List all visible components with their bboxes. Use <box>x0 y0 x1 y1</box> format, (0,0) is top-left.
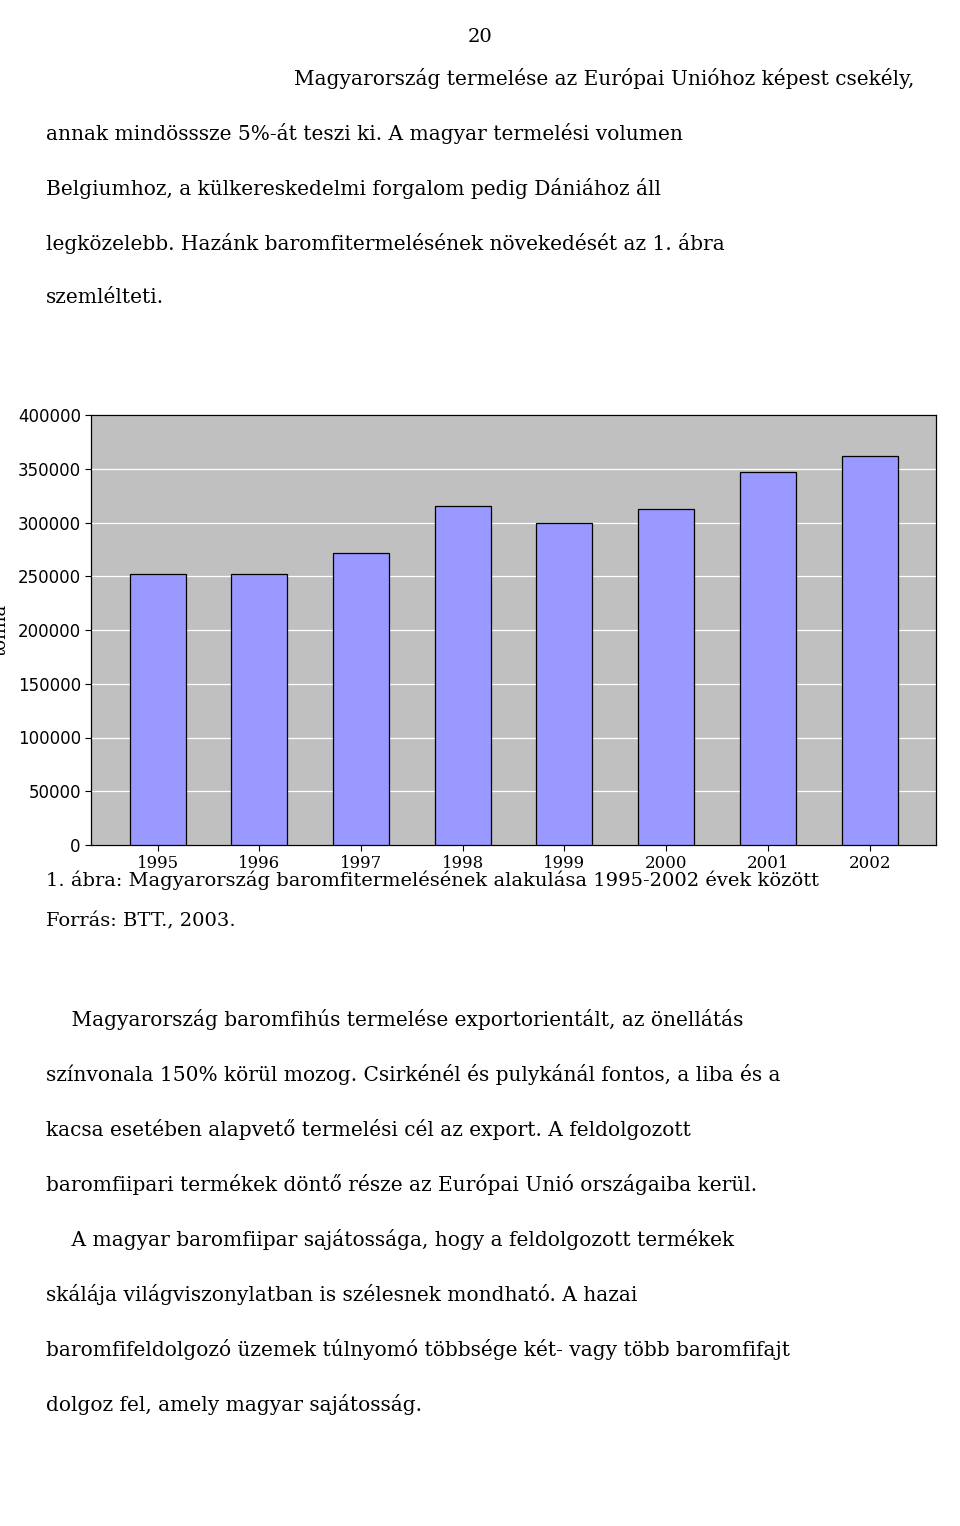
Text: Magyarország termelése az Európai Unióhoz képest csekély,: Magyarország termelése az Európai Unióho… <box>294 69 914 89</box>
Text: kacsa esetében alapvető termelési cél az export. A feldolgozott: kacsa esetében alapvető termelési cél az… <box>46 1119 691 1140</box>
Bar <box>231 574 287 845</box>
Bar <box>740 472 796 845</box>
Bar <box>130 574 185 845</box>
Bar <box>537 522 592 845</box>
Text: 20: 20 <box>468 27 492 46</box>
Bar <box>638 508 694 845</box>
Text: legközelebb. Hazánk baromfitermelésének növekedését az 1. ábra: legközelebb. Hazánk baromfitermelésének … <box>46 233 725 253</box>
Text: baromfifeldolgozó üzemek túlnyomó többsége két- vagy több baromfifajt: baromfifeldolgozó üzemek túlnyomó többsé… <box>46 1338 790 1360</box>
Text: szemlélteti.: szemlélteti. <box>46 288 164 307</box>
Text: dolgoz fel, amely magyar sajátosság.: dolgoz fel, amely magyar sajátosság. <box>46 1393 422 1415</box>
Text: baromfiipari termékek döntő része az Európai Unió országaiba kerül.: baromfiipari termékek döntő része az Eur… <box>46 1173 757 1195</box>
Text: Belgiumhoz, a külkereskedelmi forgalom pedig Dániához áll: Belgiumhoz, a külkereskedelmi forgalom p… <box>46 179 661 198</box>
Y-axis label: tonna: tonna <box>0 604 10 656</box>
Text: skálája világviszonylatban is szélesnek mondható. A hazai: skálája világviszonylatban is szélesnek … <box>46 1283 637 1305</box>
Text: Magyarország baromfihús termelése exportorientált, az önellátás: Magyarország baromfihús termelése export… <box>46 1009 743 1030</box>
Text: A magyar baromfiipar sajátossága, hogy a feldolgozott termékek: A magyar baromfiipar sajátossága, hogy a… <box>46 1228 734 1250</box>
Bar <box>435 507 491 845</box>
Text: színvonala 150% körül mozog. Csirkénél és pulykánál fontos, a liba és a: színvonala 150% körül mozog. Csirkénél é… <box>46 1064 780 1085</box>
Text: Forrás: BTT., 2003.: Forrás: BTT., 2003. <box>46 913 236 931</box>
Bar <box>842 456 898 845</box>
Text: annak mindösssze 5%-át teszi ki. A magyar termelési volumen: annak mindösssze 5%-át teszi ki. A magya… <box>46 124 683 143</box>
Bar <box>333 552 389 845</box>
Text: 1. ábra: Magyarország baromfitermelésének alakulása 1995-2002 évek között: 1. ábra: Magyarország baromfitermeléséne… <box>46 870 819 890</box>
